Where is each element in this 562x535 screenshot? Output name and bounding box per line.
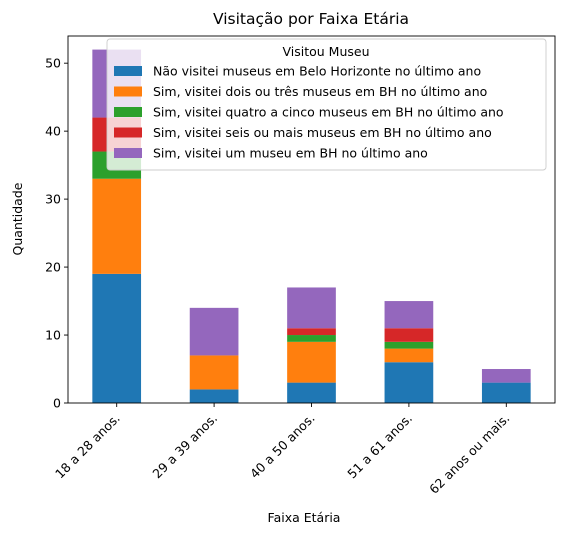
legend-swatch-1 xyxy=(114,66,142,76)
y-tick-label: 30 xyxy=(45,192,61,207)
x-tick-label: 18 a 28 anos. xyxy=(52,411,123,482)
legend-swatch-3 xyxy=(114,107,142,117)
y-tick-label: 50 xyxy=(45,56,61,71)
legend-title: Visitou Museu xyxy=(282,44,369,59)
bar-segment-3-1 xyxy=(287,382,336,403)
y-tick-label: 0 xyxy=(53,396,61,411)
x-tick-label: 51 a 61 anos. xyxy=(344,411,415,482)
bar-segment-1-2 xyxy=(92,178,142,274)
bar-segment-4-5 xyxy=(384,301,434,329)
bar-segment-3-5 xyxy=(287,287,336,329)
bar-segment-2-5 xyxy=(189,307,239,356)
x-tick-label: 40 a 50 anos. xyxy=(247,411,318,482)
legend-label-1: Não visitei museus em Belo Horizonte no … xyxy=(153,64,481,79)
bar-segment-5-5 xyxy=(481,369,531,383)
y-axis-label: Quantidade xyxy=(10,182,25,255)
x-axis-label: Faixa Etária xyxy=(268,510,341,525)
legend-swatch-5 xyxy=(114,148,142,158)
legend-label-4: Sim, visitei seis ou mais museus em BH n… xyxy=(153,125,492,140)
bar-segment-2-2 xyxy=(189,355,239,390)
x-axis: 18 a 28 anos. 29 a 39 anos. 40 a 50 anos. 5… xyxy=(52,403,512,497)
bar-segment-3-2 xyxy=(287,341,336,383)
bar-segment-4-2 xyxy=(384,348,434,363)
plot-frame xyxy=(67,35,556,404)
legend-box xyxy=(106,38,547,171)
y-tick-label: 10 xyxy=(45,328,61,343)
chart-title: Visitação por Faixa Etária xyxy=(213,10,409,28)
legend-swatch-2 xyxy=(114,86,142,97)
y-tick-label: 20 xyxy=(45,260,61,275)
bar-segment-3-3 xyxy=(287,335,336,342)
x-tick-label: 29 a 39 anos. xyxy=(149,411,220,482)
bar-segment-4-1 xyxy=(384,362,434,403)
legend-items: Não visitei museus em Belo Horizonte no … xyxy=(114,64,504,161)
legend-swatch-4 xyxy=(114,127,142,138)
bar-segment-4-3 xyxy=(384,341,434,349)
legend: Visitou Museu Não visitei museus em Belo… xyxy=(106,38,547,171)
bar-segment-2-1 xyxy=(189,389,239,403)
legend-label-3: Sim, visitei quatro a cinco museus em BH… xyxy=(153,105,504,120)
y-tick-label: 40 xyxy=(45,124,61,139)
x-tick-label: 62 anos ou mais. xyxy=(426,411,512,497)
bar-segment-4-4 xyxy=(384,328,434,342)
y-axis: 0 10 20 30 40 50 xyxy=(45,56,68,411)
legend-label-5: Sim, visitei um museu em BH no último an… xyxy=(153,146,428,161)
bar-segment-5-1 xyxy=(481,382,531,403)
legend-label-2: Sim, visitei dois ou três museus em BH n… xyxy=(153,84,487,99)
bar-segment-3-4 xyxy=(287,328,336,336)
bar-segment-1-1 xyxy=(92,273,142,403)
